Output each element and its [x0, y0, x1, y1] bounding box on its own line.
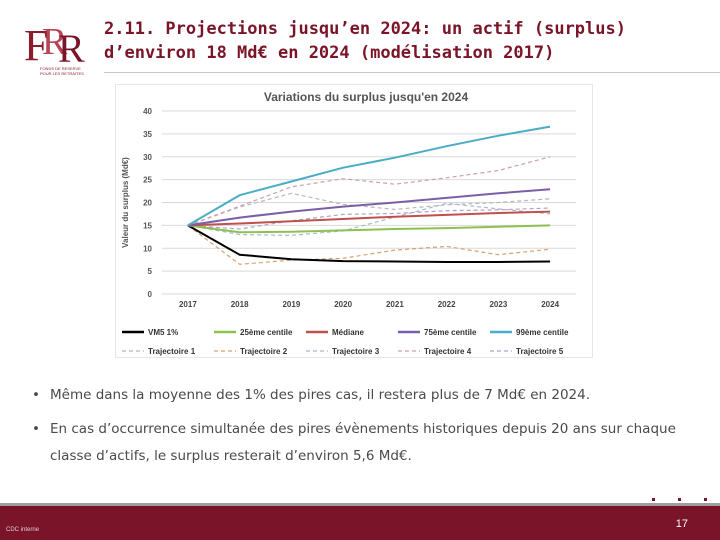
- bullet-text: En cas d’occurrence simultanée des pires…: [50, 421, 676, 464]
- bullet-marker: •: [32, 421, 40, 437]
- legend-label: 99ème centile: [516, 328, 569, 337]
- series-line-75-me-centile: [187, 188, 551, 227]
- y-tick-label: 5: [148, 267, 153, 276]
- footer-dot: [704, 498, 707, 501]
- bullet-text: Même dans la moyenne des 1% des pires ca…: [50, 387, 591, 403]
- series-line-m-diane: [187, 210, 551, 227]
- series-line-vm5-1-: [187, 224, 551, 263]
- legend-label: VM5 1%: [148, 328, 178, 337]
- legend-label: Trajectoire 1: [148, 347, 196, 356]
- footer-dots: [650, 498, 710, 506]
- series-line-99-me-centile: [187, 125, 551, 227]
- series-line-trajectoire-1: [187, 192, 551, 226]
- y-tick-label: 15: [143, 221, 152, 230]
- svg-text:R: R: [58, 26, 85, 68]
- series-line-25-me-centile: [187, 224, 551, 234]
- legend-label: Trajectoire 4: [424, 347, 472, 356]
- surplus-chart: Variations du surplus jusqu'en 2024 0 5 10…: [115, 84, 593, 358]
- svg-text:F: F: [24, 21, 48, 68]
- footer-stripe: [0, 503, 720, 506]
- legend-label: Trajectoire 5: [516, 347, 564, 356]
- legend-label: Trajectoire 2: [240, 347, 288, 356]
- footer-dot: [652, 498, 655, 501]
- bullet-list: • Même dans la moyenne des 1% des pires …: [32, 382, 682, 477]
- page-number: 17: [675, 518, 688, 530]
- legend-label: 25ème centile: [240, 328, 293, 337]
- bullet-item: • En cas d’occurrence simultanée des pir…: [32, 416, 682, 470]
- x-tick-label: 2017: [179, 300, 197, 309]
- y-tick-label: 0: [148, 290, 153, 299]
- y-tick-label: 25: [143, 176, 152, 185]
- footer-dot: [678, 498, 681, 501]
- y-tick-label: 40: [143, 107, 152, 116]
- bullet-marker: •: [32, 387, 40, 403]
- legend-label: 75ème centile: [424, 328, 477, 337]
- chart-svg: 0 5 10 15 20 25 30 35 40 2017 2018 2019 2020 2021 2022…: [121, 107, 576, 356]
- series-line-trajectoire-2: [187, 224, 551, 265]
- slide-title-line-2: d’environ 18 Md€ en 2024 (modélisation 2…: [104, 43, 555, 63]
- footer-label: CDC interne: [6, 527, 40, 533]
- logo-caption-line: POUR LES RETRAITES: [40, 71, 84, 76]
- series-line-trajectoire-4: [187, 156, 551, 226]
- chart-title: Variations du surplus jusqu'en 2024: [263, 90, 469, 104]
- x-tick-label: 2023: [489, 300, 507, 309]
- x-tick-label: 2019: [282, 300, 300, 309]
- logo-caption: FONDS DE RESERVE POUR LES RETRAITES: [40, 66, 92, 76]
- x-tick-label: 2018: [231, 300, 249, 309]
- x-tick-label: 2021: [386, 300, 404, 309]
- frr-logo: F R R: [22, 20, 92, 80]
- legend-label: Médiane: [332, 328, 365, 337]
- legend-label: Trajectoire 3: [332, 347, 380, 356]
- series-line-trajectoire-3: [187, 202, 551, 236]
- y-tick-label: 30: [143, 153, 152, 162]
- frr-logo-mark: F R R: [24, 21, 85, 71]
- x-tick-label: 2022: [438, 300, 456, 309]
- y-axis-label: Valeur du surplus (Md€): [121, 157, 130, 248]
- slide-title-line-1: 2.11. Projections jusqu’en 2024: un acti…: [104, 19, 626, 39]
- y-tick-label: 35: [143, 130, 152, 139]
- bullet-item: • Même dans la moyenne des 1% des pires …: [32, 382, 682, 409]
- series-line-trajectoire-5: [187, 207, 551, 230]
- x-tick-label: 2024: [541, 300, 559, 309]
- logo-caption-line: FONDS DE RESERVE: [40, 66, 81, 71]
- y-tick-label: 20: [143, 199, 152, 208]
- slide-title: 2.11. Projections jusqu’en 2024: un acti…: [104, 17, 704, 65]
- x-tick-label: 2020: [334, 300, 352, 309]
- svg-text:R: R: [42, 21, 68, 63]
- y-tick-label: 10: [143, 244, 152, 253]
- title-divider: [104, 72, 720, 73]
- footer-bar: [0, 506, 720, 540]
